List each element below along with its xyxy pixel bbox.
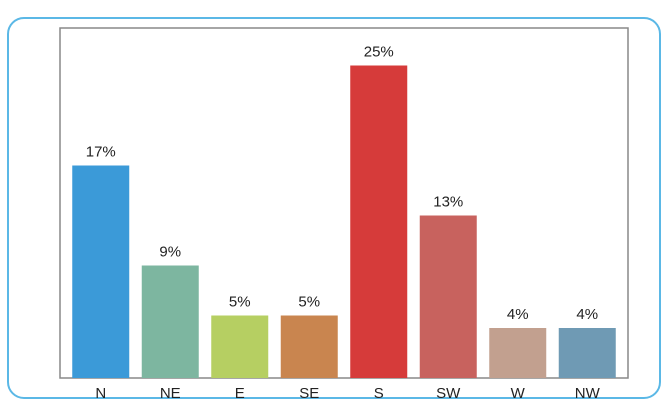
value-label: 5% — [229, 293, 251, 310]
value-label: 17% — [86, 143, 116, 160]
bar — [419, 215, 477, 378]
bar — [211, 315, 269, 378]
x-tick-label: NE — [160, 385, 181, 402]
bar — [72, 165, 130, 378]
x-tick-label: NW — [575, 385, 601, 402]
bar — [558, 328, 616, 378]
x-tick-label: SW — [436, 385, 461, 402]
value-label: 4% — [507, 306, 529, 323]
value-label: 4% — [576, 306, 598, 323]
bar — [280, 315, 338, 378]
value-label: 13% — [433, 193, 463, 210]
x-tick-label: W — [511, 385, 526, 402]
x-tick-label: E — [235, 385, 245, 402]
value-label: 5% — [298, 293, 320, 310]
bar — [141, 265, 199, 378]
x-tick-label: SE — [299, 385, 319, 402]
bar — [350, 65, 408, 378]
value-label: 25% — [364, 43, 394, 60]
bar — [489, 328, 547, 378]
value-label: 9% — [159, 243, 181, 260]
x-tick-label: S — [374, 385, 384, 402]
x-tick-label: N — [95, 385, 106, 402]
